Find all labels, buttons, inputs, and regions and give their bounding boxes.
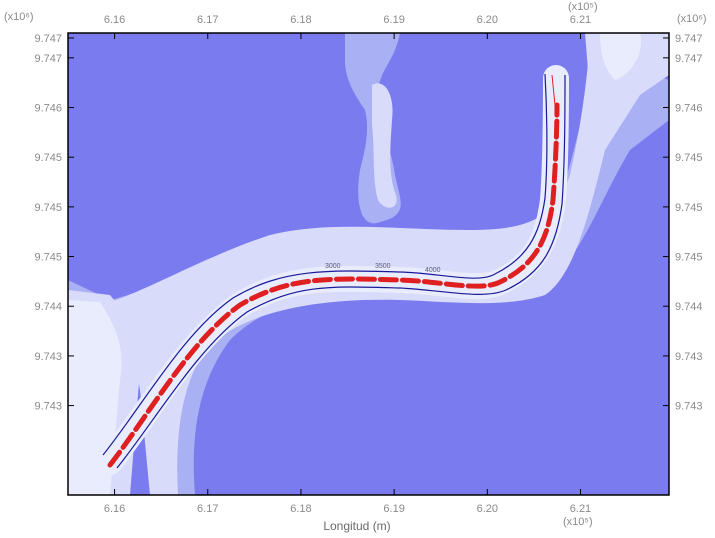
y-tick-label: 9.747 [34, 53, 62, 65]
x-axis-bottom: 6.16 6.17 6.18 6.19 6.20 6.21 [104, 489, 591, 515]
x-tick-label: 6.16 [104, 503, 125, 515]
y-tick-label-right: 9.743 [675, 351, 703, 363]
x-tick-label-top: 6.20 [477, 14, 498, 26]
x-tick-label: 6.21 [570, 503, 591, 515]
y-tick-label-right: 9.743 [675, 401, 703, 413]
x-tick-label-top: 6.17 [197, 14, 218, 26]
y-tick-label: 9.745 [34, 252, 62, 264]
centerline-top-thin [551, 74, 556, 106]
chainage-label: 3000 [325, 263, 341, 270]
x-multiplier-label-bottom: (x10⁵) [563, 516, 593, 528]
chainage-label: 4000 [425, 267, 441, 274]
y-tick-label: 9.745 [34, 152, 62, 164]
y-tick-label-right: 9.747 [675, 53, 703, 65]
y-tick-label-right: 9.745 [675, 202, 703, 214]
x-tick-label-top: 6.18 [290, 14, 311, 26]
shoal-northeast-core [600, 33, 641, 80]
plot-frame [67, 32, 670, 496]
y-tick-label: 9.743 [34, 351, 62, 363]
x-tick-label: 6.20 [477, 503, 498, 515]
y-tick-label-right: 9.746 [675, 103, 703, 115]
y-tick-label: 9.747 [34, 33, 62, 45]
chainage-label: 3500 [375, 263, 391, 270]
y-tick-label-right: 9.745 [675, 252, 703, 264]
x-multiplier-label-top: (x10⁵) [568, 1, 598, 13]
x-axis-label: Longitud (m) [323, 519, 390, 533]
y-tick-label-right: 9.745 [675, 152, 703, 164]
centerline [107, 102, 560, 468]
x-tick-label: 6.18 [290, 503, 311, 515]
plot-area: 3000 3500 4000 [67, 32, 670, 496]
y-tick-label-right: 9.747 [675, 33, 703, 45]
y-multiplier-label: (x10⁶) [4, 11, 34, 23]
x-tick-label: 6.19 [383, 503, 404, 515]
y-axis-left: 9.743 9.743 9.744 9.745 9.745 9.745 9.746 9.747… [34, 33, 74, 413]
x-axis-top: 6.16 6.17 6.18 6.19 6.20 6.21 [104, 14, 591, 39]
y-tick-label-right: 9.744 [675, 301, 703, 313]
y-tick-label: 9.743 [34, 401, 62, 413]
y-tick-label: 9.744 [34, 301, 62, 313]
x-tick-label-top: 6.21 [570, 14, 591, 26]
x-tick-label-top: 6.16 [104, 14, 125, 26]
bank-line-north [102, 73, 548, 456]
shoal-north-core [372, 83, 397, 208]
x-tick-label: 6.17 [197, 503, 218, 515]
y-multiplier-label-right: (x10⁶) [677, 13, 707, 25]
x-tick-label-top: 6.19 [383, 14, 404, 26]
contour-band-shallow [68, 33, 669, 495]
y-axis-right: 9.743 9.743 9.744 9.745 9.745 9.745 9.746 9.747… [663, 33, 703, 413]
bank-line-south [116, 74, 566, 469]
y-tick-label: 9.746 [34, 103, 62, 115]
y-tick-label: 9.745 [34, 202, 62, 214]
